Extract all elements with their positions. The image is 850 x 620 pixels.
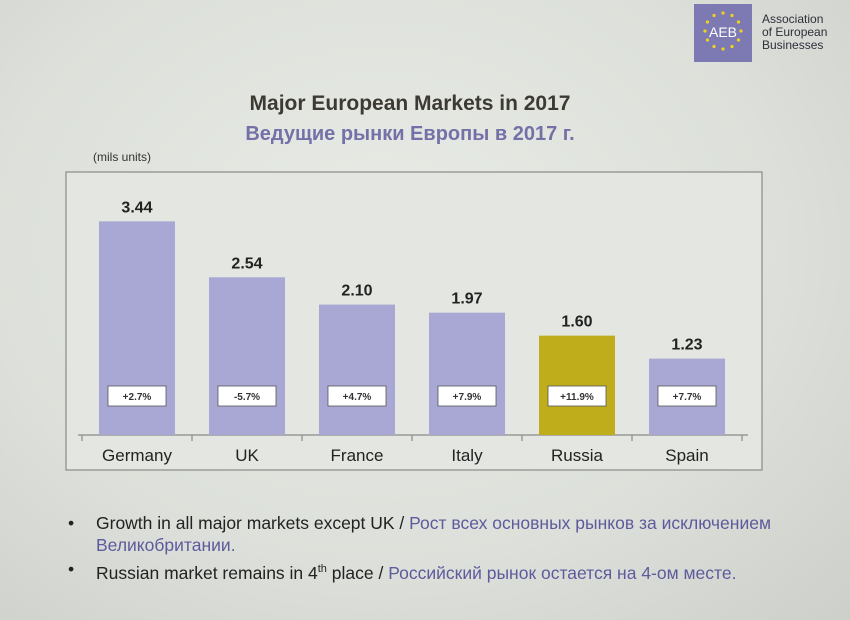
bar-france <box>319 304 395 435</box>
growth-box-germany <box>107 385 167 407</box>
category-label-spain: Spain <box>665 446 708 465</box>
value-label-russia: 1.60 <box>561 314 592 331</box>
value-label-uk: 2.54 <box>231 255 262 272</box>
logo-name-line-2: of European <box>762 25 828 39</box>
bar-italy <box>429 312 505 435</box>
bar-russia <box>539 335 615 435</box>
logo-organization-name: Association of European Businesses <box>762 13 827 52</box>
value-label-italy: 1.97 <box>451 291 482 308</box>
category-label-russia: Russia <box>551 446 604 465</box>
chart-title-english: Major European Markets in 2017 <box>249 92 571 115</box>
bullet-1-english: Growth in all major markets except UK / <box>96 513 410 533</box>
growth-label-italy: +7.9% <box>453 392 482 403</box>
growth-box-france <box>327 385 387 407</box>
aeb-logo: AEB <box>694 4 752 62</box>
value-label-france: 2.10 <box>341 283 372 300</box>
chart-title-russian: Ведущие рынки Европы в 2017 г. <box>245 123 575 145</box>
growth-box-spain <box>657 385 717 407</box>
bullet-list: Growth in all major markets except UK / … <box>68 512 828 586</box>
value-label-germany: 3.44 <box>121 199 152 216</box>
bullet-item-2: Russian market remains in 4th place / Ро… <box>68 558 828 584</box>
growth-label-spain: +7.7% <box>673 392 702 403</box>
growth-label-uk: -5.7% <box>234 392 260 403</box>
logo-abbreviation: AEB <box>708 24 737 40</box>
growth-label-germany: +2.7% <box>123 392 152 403</box>
bullet-2-superscript: th <box>317 563 327 575</box>
units-label: (mils units) <box>93 150 152 164</box>
category-label-france: France <box>331 446 384 465</box>
value-label-spain: 1.23 <box>671 337 702 354</box>
bullet-2-english-tail: place / <box>326 562 389 583</box>
chart-frame <box>65 171 763 471</box>
category-label-germany: Germany <box>102 446 172 465</box>
bar-uk <box>209 277 285 435</box>
bars-group: 3.44 +2.7% Germany 2.54 -5.7% UK 2.10 +4.7% Fran… <box>99 199 725 465</box>
logo-name-line-3: Businesses <box>762 38 824 52</box>
growth-box-uk <box>217 385 277 407</box>
bullet-item-1: Growth in all major markets except UK / … <box>68 512 828 556</box>
growth-label-france: +4.7% <box>343 392 372 403</box>
bullet-2-russian: Российский рынок остается на 4-ом месте. <box>388 562 737 583</box>
bullet-1-russian: Рост всех основных рынков за исключением… <box>96 513 771 555</box>
x-axis-ticks <box>81 435 743 441</box>
eu-stars-icon <box>703 11 743 51</box>
category-label-italy: Italy <box>451 446 483 465</box>
growth-label-russia: +11.9% <box>560 392 594 403</box>
growth-box-italy <box>437 385 497 407</box>
growth-box-russia <box>547 385 607 407</box>
logo-name-line-1: Association <box>762 12 824 26</box>
bullet-2-english: Russian market remains in 4 <box>96 562 318 583</box>
category-label-uk: UK <box>235 446 259 465</box>
